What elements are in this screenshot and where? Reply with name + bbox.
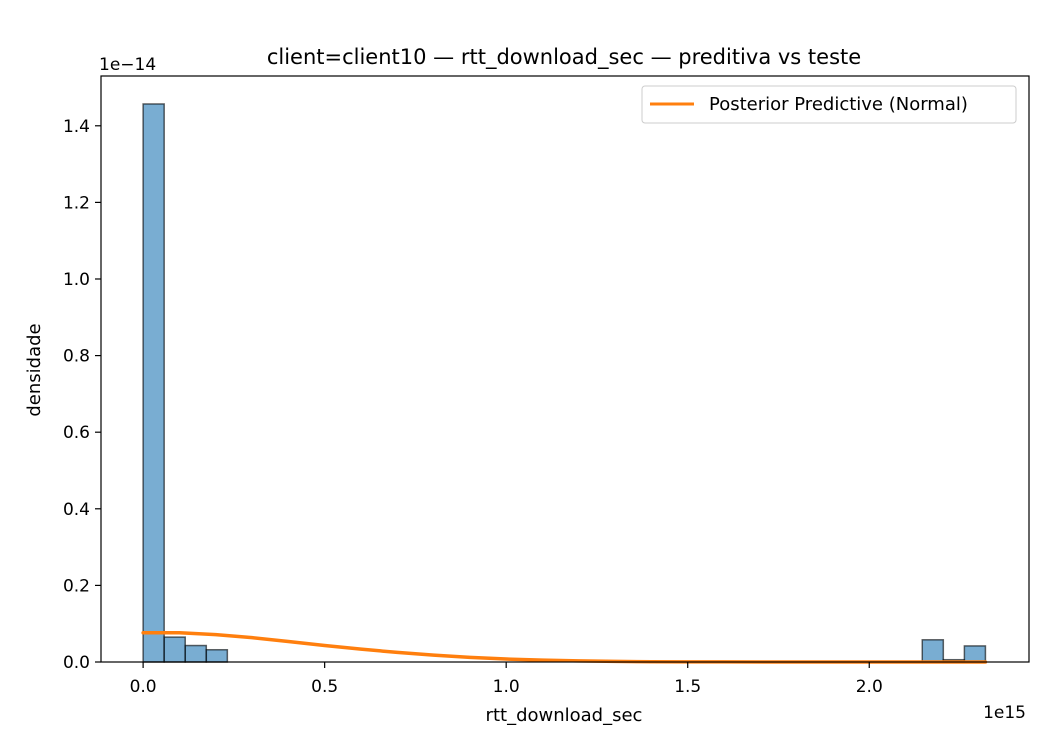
y-axis-label: densidade bbox=[24, 323, 45, 416]
legend-frame bbox=[641, 85, 1017, 124]
legend-label: Posterior Predictive (Normal) bbox=[709, 94, 968, 115]
y-tick-label-5: 1.0 bbox=[63, 270, 90, 290]
histogram-bar-0 bbox=[142, 103, 165, 663]
y-tick-label-3: 0.6 bbox=[63, 423, 90, 443]
x-tick-label-4: 2.0 bbox=[856, 677, 883, 697]
x-axis-label: rtt_download_sec bbox=[486, 705, 643, 726]
y-tick-label-2: 0.4 bbox=[63, 500, 90, 520]
x-tick-label-2: 1.0 bbox=[493, 677, 520, 697]
y-tick-label-1: 0.2 bbox=[63, 576, 90, 596]
y-offset-label: 1e−14 bbox=[99, 55, 156, 75]
y-tick-label-6: 1.2 bbox=[63, 193, 90, 213]
x-tick-label-3: 1.5 bbox=[674, 677, 701, 697]
y-tick-label-4: 0.8 bbox=[63, 347, 90, 367]
histogram-bar-6 bbox=[963, 645, 987, 663]
y-tick-label-0: 0.0 bbox=[63, 653, 90, 673]
histogram-bar-1 bbox=[163, 636, 186, 663]
histogram-bar-3 bbox=[205, 648, 229, 663]
legend: Posterior Predictive (Normal) bbox=[641, 85, 1017, 124]
histogram-bar-4 bbox=[921, 639, 945, 663]
chart-title: client=client10 — rtt_download_sec — pre… bbox=[267, 45, 861, 70]
x-tick-label-0: 0.0 bbox=[130, 677, 157, 697]
x-offset-label: 1e15 bbox=[983, 703, 1026, 723]
x-tick-label-1: 0.5 bbox=[311, 677, 338, 697]
axes-frame bbox=[100, 75, 1030, 663]
y-tick-label-7: 1.4 bbox=[63, 117, 90, 137]
histogram-bar-2 bbox=[184, 644, 208, 663]
plot-area: 0.0 0.5 1.0 1.5 2.0 0.0 0.2 0.4 0.6 0.8 1.0 1.2 1.4 bbox=[63, 75, 1030, 697]
